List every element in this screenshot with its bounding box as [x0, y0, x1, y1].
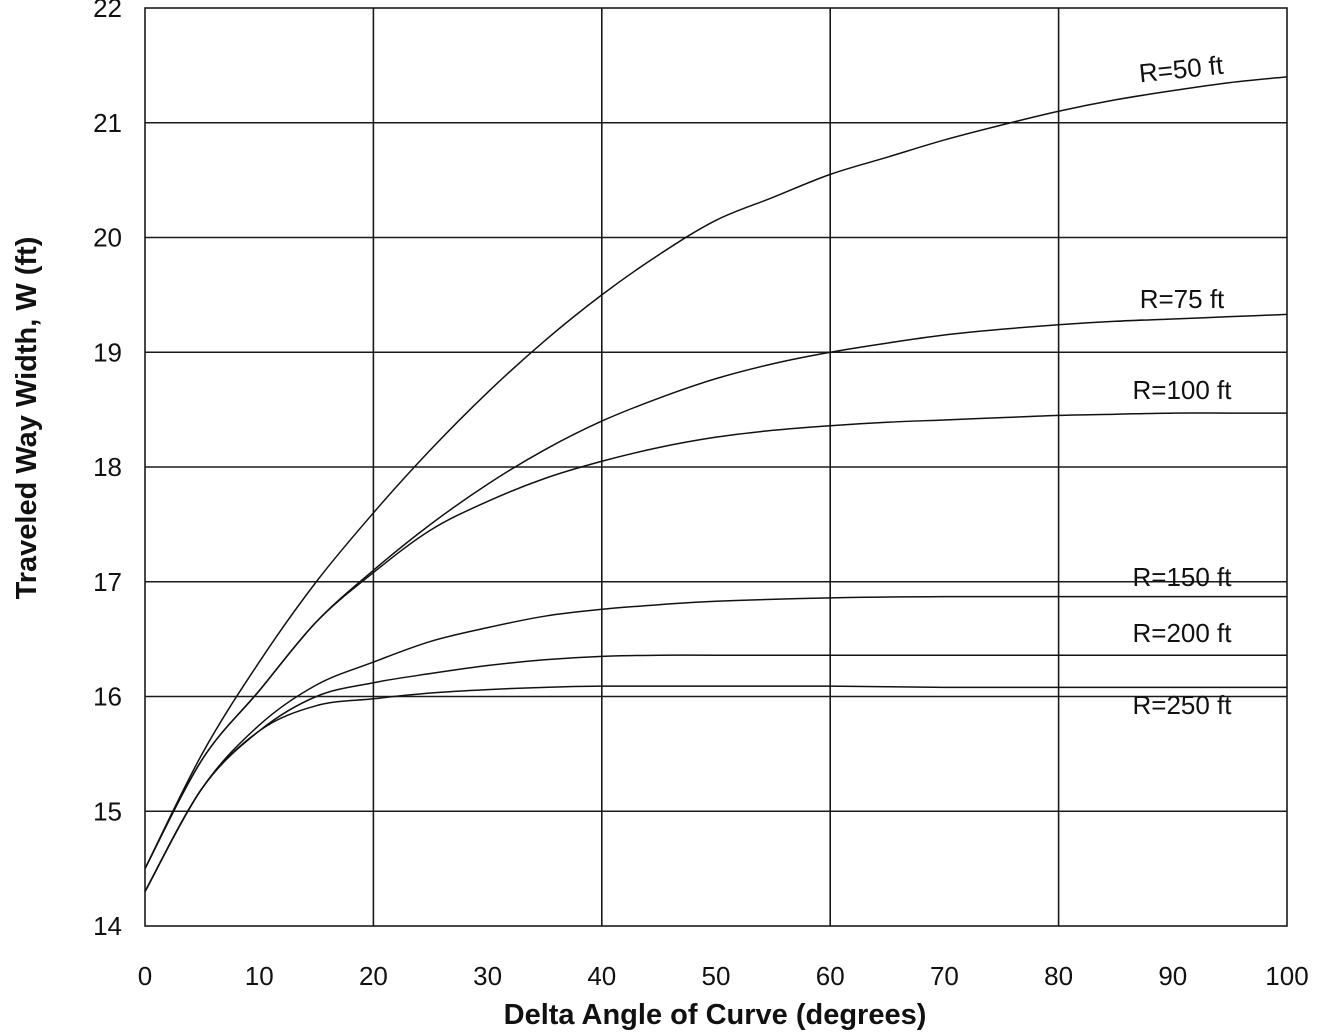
x-tick-label: 40 [587, 961, 616, 991]
series-lines [144, 76, 1288, 892]
x-tick-label: 80 [1044, 961, 1073, 991]
y-tick-label: 22 [93, 0, 122, 23]
series-line [144, 313, 1288, 869]
x-axis-title: Delta Angle of Curve (degrees) [504, 999, 927, 1031]
y-tick-label: 15 [93, 796, 122, 826]
plot-area-frame [144, 7, 1288, 927]
series-line [144, 595, 1287, 892]
x-tick-label: 90 [1158, 961, 1187, 991]
y-tick-label: 20 [93, 223, 122, 253]
x-tick-label: 50 [702, 961, 731, 991]
series-line [144, 412, 1287, 869]
x-tick-label: 30 [473, 961, 502, 991]
x-tick-label: 70 [930, 961, 959, 991]
y-axis-title: Traveled Way Width, W (ft) [11, 237, 43, 600]
series-label: R=200 ft [1132, 618, 1232, 648]
series-line [144, 654, 1287, 892]
grid [145, 8, 1287, 926]
x-tick-label: 60 [816, 961, 845, 991]
y-tick-label: 18 [93, 452, 122, 482]
series-line [144, 685, 1287, 892]
series-label: R=50 ft [1137, 50, 1225, 89]
series-label: R=150 ft [1132, 562, 1232, 592]
y-tick-label: 21 [93, 108, 122, 138]
y-tick-label: 14 [93, 911, 122, 941]
series-label: R=100 ft [1132, 375, 1232, 405]
axis-ticks: 0 10 20 30 40 50 60 70 80 90 100 14 15 16 17 18 19 20 21 22 [93, 0, 1309, 991]
series-line [144, 76, 1288, 869]
y-tick-label: 19 [93, 337, 122, 367]
y-tick-label: 16 [93, 682, 122, 712]
series-label: R=75 ft [1140, 284, 1225, 314]
x-tick-label: 10 [245, 961, 274, 991]
series-labels: R=50 ft R=75 ft R=100 ft R=150 ft R=200 ft R=… [1132, 50, 1232, 720]
x-tick-label: 100 [1265, 961, 1308, 991]
y-tick-label: 17 [93, 567, 122, 597]
x-tick-label: 0 [138, 961, 152, 991]
series-label: R=250 ft [1132, 690, 1232, 720]
x-tick-label: 20 [359, 961, 388, 991]
